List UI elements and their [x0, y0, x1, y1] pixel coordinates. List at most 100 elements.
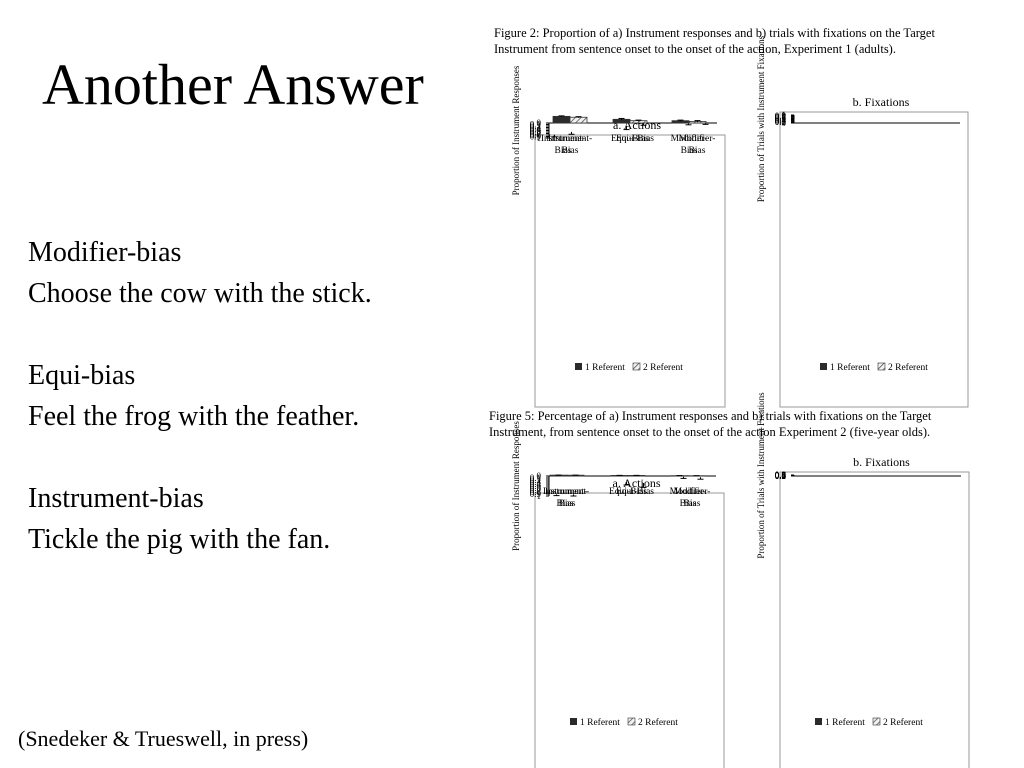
legend: 1 Referent 2 Referent	[820, 362, 928, 373]
y-tick-label: 0	[782, 471, 787, 481]
example-condition-instrument: Instrument-bias	[28, 483, 204, 514]
legend-label: 1 Referent	[830, 362, 870, 373]
y-tick-label: 1	[537, 491, 542, 501]
figure-2-caption: Figure 2: Proportion of a) Instrument re…	[494, 25, 935, 57]
y-tick-label: 0.6	[775, 470, 787, 480]
spacer	[28, 314, 372, 355]
x-tick-label: Bias	[684, 499, 701, 509]
legend-label: 2 Referent	[643, 362, 683, 373]
x-tick-label: Modifier-	[679, 133, 716, 144]
x-tick-label: Instrument-	[543, 487, 587, 497]
y-tick-label: 0.7	[530, 129, 542, 139]
example-sentence-modifier: Choose the cow with the stick.	[28, 278, 372, 309]
legend-label: 1 Referent	[825, 717, 865, 728]
y-tick-label: 0.9	[530, 489, 542, 499]
y-tick-label: 0.6	[775, 113, 787, 123]
legend-label: 1 Referent	[585, 362, 625, 373]
y-tick-label: 0	[537, 118, 542, 128]
y-tick-label: 0.2	[530, 475, 541, 485]
bar-2-referent	[569, 116, 588, 124]
legend: 1 Referent 2 Referent	[570, 717, 678, 728]
chart-frame	[534, 492, 725, 768]
citation: (Snedeker & Trueswell, in press)	[18, 726, 309, 751]
y-axis-label: Proportion of Trials with Instrument Fix…	[756, 392, 766, 559]
slide-title: Another Answer	[42, 52, 424, 117]
y-tick-label: 0.1	[775, 471, 786, 481]
y-tick-label: 0.4	[775, 471, 787, 481]
chart-frame	[534, 134, 726, 408]
y-axis-label: Proportion of Instrument Responses	[511, 421, 521, 551]
figure-2-fixations-chart: b. Fixations 00.10.20.30.40.50.60.70.80.9…	[548, 35, 969, 408]
chart-title: a. Actions	[613, 476, 661, 490]
spacer	[28, 437, 372, 478]
y-tick-label: 0.8	[530, 487, 542, 497]
y-tick-label: 0.1	[530, 473, 541, 483]
y-tick-label: 0	[537, 471, 542, 481]
y-tick-label: 1	[782, 470, 787, 480]
figure-5-actions-chart: a. Actions 00.10.20.30.40.50.60.70.80.91 P…	[511, 421, 725, 768]
chart-title: b. Fixations	[853, 455, 910, 469]
legend-swatch-2-referent	[627, 717, 636, 726]
legend: 1 Referent 2 Referent	[575, 362, 683, 373]
y-tick-label: 0.6	[530, 483, 542, 493]
x-tick-label: Modifier-	[671, 133, 708, 144]
y-tick-label: 0.4	[530, 479, 542, 489]
legend-label: 2 Referent	[638, 717, 678, 728]
figure-5-fixations-chart: b. Fixations 00.10.20.30.40.50.60.70.80.9…	[545, 392, 970, 768]
y-tick-label: 0.8	[775, 112, 787, 122]
y-tick-label: 0.5	[530, 126, 542, 136]
legend-swatch-1-referent	[815, 718, 822, 725]
example-sentence-equi: Feel the frog with the feather.	[28, 401, 360, 432]
bar-1-referent	[552, 115, 571, 124]
x-tick-label: Instrument-	[548, 134, 592, 144]
y-tick-label: 0.7	[530, 485, 542, 495]
legend-swatch-1-referent	[820, 363, 827, 370]
x-tick-label: Instrument-	[545, 487, 589, 497]
y-tick-label: 0.8	[530, 130, 542, 140]
x-tick-label: Bias	[559, 499, 576, 509]
figure-5-caption-line-1: Figure 5: Percentage of a) Instrument re…	[489, 409, 932, 423]
x-tick-label: Bias	[557, 499, 574, 509]
y-tick-label: 0.2	[775, 116, 786, 126]
y-tick-label: 0.1	[775, 117, 786, 127]
chart-frame	[779, 111, 969, 408]
figure-2-caption-line-1: Figure 2: Proportion of a) Instrument re…	[494, 26, 935, 40]
y-tick-label: 0.6	[530, 127, 542, 137]
x-tick-label: Bias	[555, 146, 572, 156]
x-tick-label: Bias	[680, 499, 697, 509]
y-tick-label: 1	[537, 133, 542, 143]
y-tick-label: 0.7	[775, 470, 787, 480]
y-tick-label: 0.3	[530, 477, 542, 487]
y-tick-label: 0.2	[530, 121, 541, 131]
chart-title: b. Fixations	[853, 95, 910, 109]
y-tick-label: 0.3	[530, 123, 542, 133]
example-condition-equi: Equi-bias	[28, 360, 136, 391]
figure-2-actions-chart: a. Actions00.10.20.30.40.50.60.70.80.91P…	[511, 65, 726, 408]
y-tick-label: 0.3	[775, 116, 787, 126]
y-tick-label: 0.9	[775, 111, 787, 121]
y-tick-label: 0.5	[775, 471, 787, 481]
legend-swatch-1-referent	[570, 718, 577, 725]
chart-frame	[779, 471, 970, 768]
x-tick-label: Equi-Bias	[616, 134, 654, 144]
y-tick-label: 0.9	[530, 132, 542, 142]
x-tick-label: Bias	[689, 146, 706, 156]
x-tick-label: Bias	[562, 146, 579, 156]
y-axis-label: Proportion of Trials with Instrument Fix…	[756, 35, 766, 202]
x-tick-label: Modifier-	[674, 486, 711, 497]
legend: 1 Referent 2 Referent	[815, 717, 923, 728]
y-tick-label: 0.8	[775, 470, 787, 480]
legend-swatch-2-referent	[632, 362, 641, 371]
x-tick-label: Bias	[681, 146, 698, 156]
y-tick-label: 0.7	[775, 112, 787, 122]
x-tick-label: Instrument-	[541, 134, 585, 144]
y-tick-label: 0	[782, 118, 787, 128]
figure-2-caption-line-2: Instrument from sentence onset to the on…	[494, 42, 896, 56]
legend-swatch-1-referent	[575, 363, 582, 370]
x-tick-label: Equi-Bias	[616, 487, 654, 497]
x-tick-label: Modifier-	[670, 486, 707, 497]
x-tick-label: Equi-Bias	[609, 487, 647, 497]
legend-swatch-2-referent	[877, 362, 886, 371]
y-tick-label: 0.4	[530, 124, 542, 134]
y-tick-label: 0.5	[775, 114, 787, 124]
